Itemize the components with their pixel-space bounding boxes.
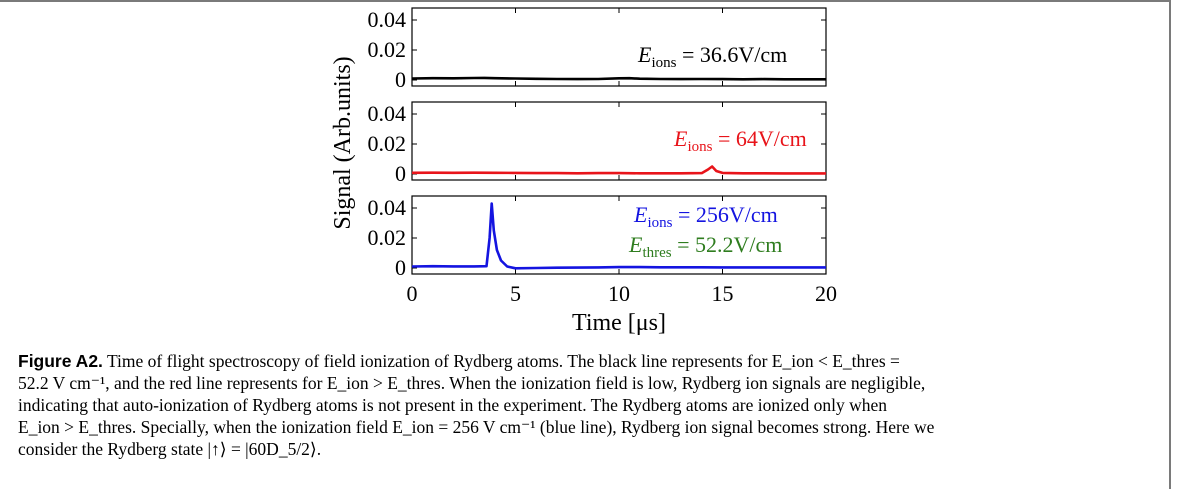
panel-1-ytick-label: 0 <box>395 67 406 92</box>
panel-3-ytick-label: 0 <box>395 255 406 280</box>
xtick-label: 20 <box>815 281 837 306</box>
caption-line-3: indicating that auto-ionization of Rydbe… <box>18 395 888 415</box>
frame-right-border <box>1169 0 1171 489</box>
panel-2-ytick-label: 0.02 <box>368 131 407 156</box>
panel-1-ytick-label: 0.04 <box>368 7 407 32</box>
caption-line-5: consider the Rydberg state |↑⟩ = |60D_5/… <box>18 439 322 459</box>
caption-line-1: Figure A2. Time of flight spectroscopy o… <box>18 350 1158 372</box>
panel-2-ytick-label: 0.04 <box>368 101 407 126</box>
caption-label: Figure A2. <box>18 351 103 371</box>
x-axis-label: Time [μs] <box>572 310 666 336</box>
panel-3-annotation: Eions = 256V/cm <box>633 202 778 231</box>
panel-3-series-line <box>411 202 826 270</box>
y-axis-label: Signal (Arb.units) <box>330 56 356 229</box>
panel-3-ytick-label: 0.02 <box>368 225 407 250</box>
panel-1-ytick-label: 0.02 <box>368 37 407 62</box>
xtick-label: 15 <box>712 281 734 306</box>
xtick-label: 0 <box>407 281 418 306</box>
figure-caption: Figure A2. Time of flight spectroscopy o… <box>18 350 1158 460</box>
frame-top-border <box>0 0 1170 2</box>
panel-2-series-line <box>411 165 826 175</box>
panel-3-ytick-label: 0.04 <box>368 195 407 220</box>
panel-1-annotation: Eions = 36.6V/cm <box>637 42 787 71</box>
caption-line-1-text: Time of flight spectroscopy of field ion… <box>102 351 900 371</box>
figure-a2-chart: 0.04 0.02 0 Eions = 36.6V/cm 0.04 0.02 0 Eions … <box>330 7 837 336</box>
xtick-label: 5 <box>510 281 521 306</box>
caption-line-4: E_ion > E_thres. Specially, when the ion… <box>18 417 935 437</box>
panel-2-ytick-label: 0 <box>395 161 406 186</box>
panel-2-annotation: Eions = 64V/cm <box>673 126 807 155</box>
caption-line-2: 52.2 V cm⁻¹, and the red line represents… <box>18 373 926 393</box>
panel-3-annotation-threshold: Ethres = 52.2V/cm <box>628 232 782 261</box>
panel-1-series-line <box>411 76 826 81</box>
xtick-label: 10 <box>608 281 630 306</box>
